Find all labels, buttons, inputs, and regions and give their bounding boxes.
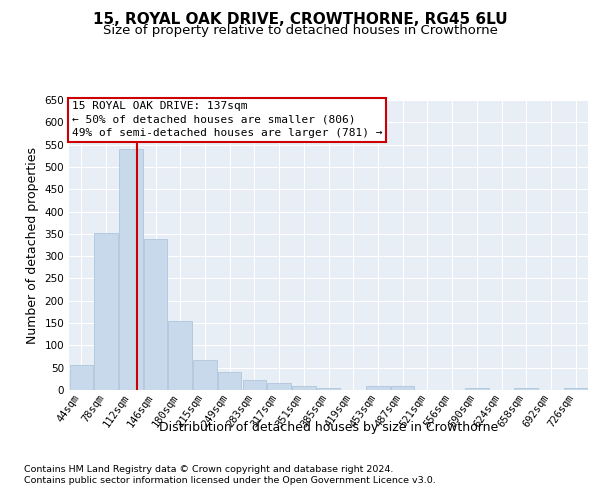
Bar <box>242 380 266 390</box>
Bar <box>465 388 488 390</box>
Bar <box>268 383 291 390</box>
Bar <box>169 321 192 390</box>
Bar <box>193 360 217 390</box>
Bar <box>144 239 167 390</box>
Text: Contains HM Land Registry data © Crown copyright and database right 2024.: Contains HM Land Registry data © Crown c… <box>24 465 394 474</box>
Text: Contains public sector information licensed under the Open Government Licence v3: Contains public sector information licen… <box>24 476 436 485</box>
Bar <box>366 386 389 390</box>
Bar <box>514 388 538 390</box>
Text: 15, ROYAL OAK DRIVE, CROWTHORNE, RG45 6LU: 15, ROYAL OAK DRIVE, CROWTHORNE, RG45 6L… <box>92 12 508 28</box>
Text: 15 ROYAL OAK DRIVE: 137sqm
← 50% of detached houses are smaller (806)
49% of sem: 15 ROYAL OAK DRIVE: 137sqm ← 50% of deta… <box>71 102 382 138</box>
Bar <box>292 386 316 390</box>
Text: Size of property relative to detached houses in Crowthorne: Size of property relative to detached ho… <box>103 24 497 37</box>
Bar <box>391 386 415 390</box>
Bar <box>564 388 587 390</box>
Y-axis label: Number of detached properties: Number of detached properties <box>26 146 39 344</box>
Bar <box>70 364 93 390</box>
Bar <box>119 149 143 390</box>
Text: Distribution of detached houses by size in Crowthorne: Distribution of detached houses by size … <box>159 421 499 434</box>
Bar <box>317 388 340 390</box>
Bar <box>218 372 241 390</box>
Bar <box>94 232 118 390</box>
